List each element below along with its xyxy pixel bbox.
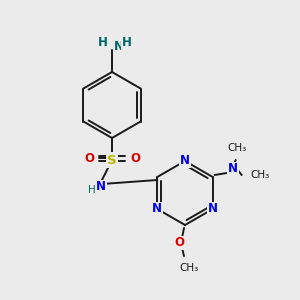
Text: N: N	[180, 154, 190, 167]
Text: S: S	[107, 154, 117, 166]
Text: N: N	[228, 163, 238, 176]
Text: N: N	[114, 40, 124, 52]
Text: H: H	[88, 185, 96, 195]
Text: O: O	[174, 236, 184, 250]
Text: O: O	[130, 152, 140, 164]
Text: CH₃: CH₃	[179, 263, 199, 273]
Text: N: N	[152, 202, 162, 215]
Text: H: H	[122, 37, 132, 50]
Text: N: N	[96, 181, 106, 194]
Text: N: N	[208, 202, 218, 215]
Text: O: O	[84, 152, 94, 164]
Text: H: H	[98, 37, 108, 50]
Text: CH₃: CH₃	[251, 170, 270, 180]
Text: CH₃: CH₃	[227, 143, 246, 153]
